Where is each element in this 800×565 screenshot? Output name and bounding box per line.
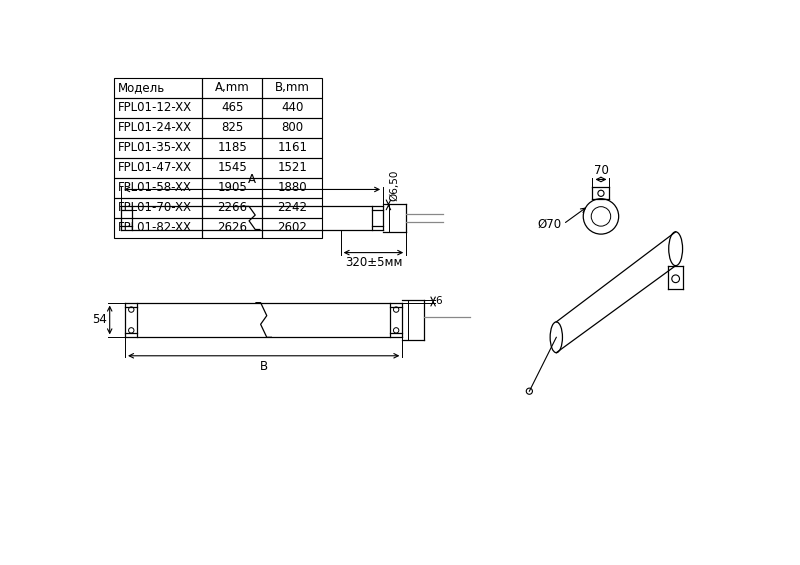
- Text: 2242: 2242: [277, 202, 307, 215]
- Text: Ø70: Ø70: [538, 218, 562, 231]
- Text: 70: 70: [594, 164, 608, 177]
- Text: FPL01-58-XX: FPL01-58-XX: [118, 181, 191, 194]
- Bar: [114, 198, 202, 218]
- Bar: [262, 138, 322, 158]
- Text: 1185: 1185: [218, 141, 247, 154]
- Bar: [202, 198, 262, 218]
- Text: 1880: 1880: [278, 181, 307, 194]
- Text: 825: 825: [221, 121, 243, 134]
- Bar: [114, 118, 202, 138]
- Text: FPL01-47-XX: FPL01-47-XX: [118, 162, 191, 175]
- Bar: [262, 118, 322, 138]
- Text: Модель: Модель: [118, 81, 165, 94]
- Bar: [262, 78, 322, 98]
- Text: 2266: 2266: [217, 202, 247, 215]
- Bar: [262, 198, 322, 218]
- Text: 1545: 1545: [218, 162, 247, 175]
- Bar: [262, 178, 322, 198]
- Bar: [202, 218, 262, 238]
- Bar: [114, 178, 202, 198]
- Text: 800: 800: [281, 121, 303, 134]
- Text: 6: 6: [435, 297, 442, 306]
- Bar: [114, 218, 202, 238]
- Text: FPL01-70-XX: FPL01-70-XX: [118, 202, 191, 215]
- Bar: [262, 98, 322, 118]
- Text: FPL01-35-XX: FPL01-35-XX: [118, 141, 191, 154]
- Text: Ø6,50: Ø6,50: [390, 170, 400, 201]
- Text: 1905: 1905: [218, 181, 247, 194]
- Text: 54: 54: [93, 314, 107, 327]
- Bar: [262, 158, 322, 178]
- Text: 2602: 2602: [278, 221, 307, 234]
- Bar: [114, 98, 202, 118]
- Bar: [202, 98, 262, 118]
- Text: 440: 440: [281, 101, 303, 114]
- Text: 320±5мм: 320±5мм: [345, 257, 402, 270]
- Bar: [114, 158, 202, 178]
- Text: A: A: [248, 173, 256, 186]
- Bar: [202, 138, 262, 158]
- Text: FPL01-12-XX: FPL01-12-XX: [118, 101, 191, 114]
- Text: FPL01-24-XX: FPL01-24-XX: [118, 121, 191, 134]
- Text: 1161: 1161: [277, 141, 307, 154]
- Text: 2626: 2626: [217, 221, 247, 234]
- Bar: [202, 118, 262, 138]
- Bar: [202, 78, 262, 98]
- Text: B,mm: B,mm: [274, 81, 310, 94]
- Bar: [202, 158, 262, 178]
- Bar: [202, 178, 262, 198]
- Text: A,mm: A,mm: [214, 81, 250, 94]
- Bar: [114, 138, 202, 158]
- Bar: [114, 78, 202, 98]
- Text: FPL01-82-XX: FPL01-82-XX: [118, 221, 191, 234]
- Text: 1521: 1521: [278, 162, 307, 175]
- Text: B: B: [260, 360, 268, 373]
- Text: 465: 465: [221, 101, 243, 114]
- Bar: [262, 218, 322, 238]
